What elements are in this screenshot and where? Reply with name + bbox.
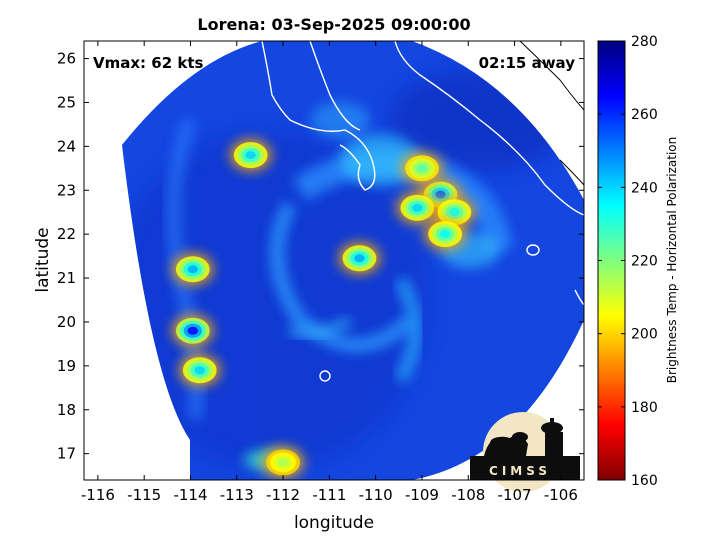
y-tick-label: 19 [57, 357, 76, 375]
coastline-outside [519, 41, 584, 186]
cimss-logo: CIMSS [470, 412, 580, 492]
cold-feature-core [277, 458, 289, 467]
x-tick-label: -110 [359, 486, 393, 504]
coastline [261, 41, 584, 382]
y-axis-label: latitude [33, 227, 53, 292]
x-tick-label: -108 [451, 486, 485, 504]
chart-title: Lorena: 03-Sep-2025 09:00:00 [197, 15, 470, 34]
cold-feature-core [412, 203, 423, 212]
cold-feature [229, 139, 272, 172]
cold-feature [262, 446, 304, 479]
cold-feature [338, 242, 381, 275]
cold-feature-core [187, 265, 198, 274]
colorbar-ticks: 160 180 200 220 240 260 280 [598, 34, 658, 489]
vmax-annotation: Vmax: 62 kts [93, 54, 203, 72]
cold-features [171, 139, 476, 479]
time-away-annotation: 02:15 away [479, 54, 576, 72]
y-tick-label: 21 [57, 269, 76, 287]
plot-frame [83, 40, 585, 481]
colorbar-tick-label: 260 [631, 107, 658, 123]
y-tick-label: 23 [57, 181, 76, 199]
colorbar-tick-label: 180 [631, 400, 658, 416]
x-axis-label: longitude [294, 513, 374, 533]
cold-feature [171, 314, 214, 347]
cold-feature-core [416, 164, 428, 173]
x-tick-label: -114 [173, 486, 207, 504]
logo-text: CIMSS [489, 464, 551, 478]
x-tick-label: -113 [220, 486, 254, 504]
colorbar-label: Brightness Temp - Horizontal Polarizatio… [665, 137, 679, 384]
y-tick-label: 22 [57, 225, 76, 243]
y-tick-label: 20 [57, 313, 76, 331]
cold-feature-core [439, 230, 451, 239]
cold-feature-core [354, 254, 365, 263]
colorbar-tick-label: 160 [631, 473, 658, 489]
y-tick-label: 18 [57, 401, 76, 419]
x-tick-label: -111 [312, 486, 346, 504]
cold-feature-core [194, 366, 205, 375]
cold-feature [424, 218, 466, 251]
colorbar-tick-label: 220 [631, 254, 658, 270]
y-axis: 17 18 19 20 21 22 23 24 25 26 [57, 50, 584, 463]
x-tick-label: -112 [266, 486, 300, 504]
y-tick-label: 17 [57, 445, 76, 463]
cold-feature [396, 191, 439, 224]
x-tick-label: -115 [127, 486, 161, 504]
cold-feature-core [449, 208, 460, 217]
y-tick-label: 26 [57, 50, 76, 68]
swath [122, 41, 584, 480]
colorbar-tick-label: 200 [631, 327, 658, 343]
y-tick-label: 24 [57, 137, 76, 155]
x-tick-label: -109 [405, 486, 439, 504]
cold-feature-core [187, 326, 198, 335]
swath-features [122, 70, 570, 470]
x-tick-label: -107 [498, 486, 532, 504]
x-tick-label: -106 [544, 486, 578, 504]
y-tick-label: 25 [57, 93, 76, 111]
colorbar-tick-label: 240 [631, 180, 658, 196]
cold-feature-core [435, 190, 446, 199]
cold-feature [171, 253, 214, 286]
colorbar-tick-label: 280 [631, 34, 658, 50]
cold-feature [401, 152, 443, 185]
x-axis: -116 -115 -114 -113 -112 -111 -110 -109 -108 -107… [81, 41, 578, 504]
x-tick-label: -116 [81, 486, 115, 504]
cold-feature-core [245, 151, 256, 160]
cold-feature [178, 354, 221, 387]
colorbar [597, 40, 626, 481]
